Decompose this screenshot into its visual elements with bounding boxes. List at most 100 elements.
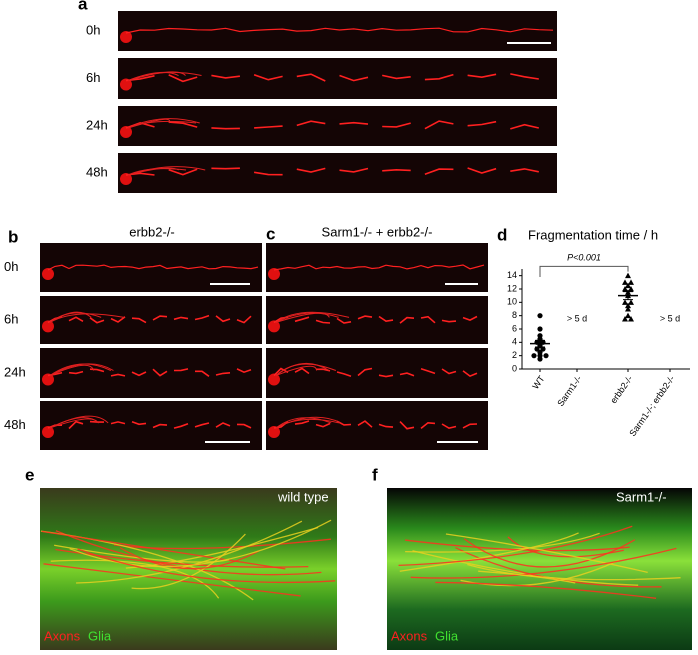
micrograph	[118, 58, 557, 99]
axon-fiber	[399, 532, 579, 572]
micrograph	[118, 153, 557, 193]
cell-body	[120, 126, 132, 138]
cell-body	[268, 425, 280, 438]
point	[531, 353, 537, 359]
y-tick-label: 8	[512, 310, 517, 320]
error-bar	[623, 291, 633, 301]
axon	[273, 264, 485, 271]
neurite	[127, 120, 196, 129]
point	[628, 279, 634, 285]
axon	[47, 264, 259, 271]
legend-axons: Axons	[44, 628, 81, 643]
neurite	[275, 365, 318, 376]
neurite	[127, 167, 179, 176]
panel-label: a	[78, 0, 88, 13]
y-tick-label: 10	[507, 297, 517, 307]
neurite	[49, 418, 99, 429]
neurite	[127, 71, 179, 82]
time-label: 24h	[4, 364, 26, 379]
chart-title: Fragmentation time / h	[528, 227, 658, 242]
point	[625, 312, 631, 319]
time-label: 0h	[86, 22, 100, 37]
cell-body	[120, 173, 132, 185]
panel-label: b	[8, 227, 18, 246]
axon-fiber	[463, 538, 636, 568]
time-label: 0h	[4, 259, 18, 274]
axon-fiber	[113, 538, 331, 550]
micrograph	[118, 106, 557, 146]
x-tick-label: WT	[530, 373, 547, 391]
axon-fiber	[55, 548, 309, 568]
panel-label: c	[266, 224, 275, 243]
point	[628, 286, 634, 292]
significance-bracket	[539, 265, 629, 277]
axon	[125, 27, 554, 34]
error-bar	[535, 339, 545, 348]
time-label: 48h	[86, 164, 108, 179]
point	[625, 306, 631, 312]
neurite	[49, 312, 102, 323]
cell-body	[42, 320, 54, 333]
x-tick-label: erbb2-/-	[608, 374, 634, 406]
point	[628, 316, 634, 322]
neurite	[49, 364, 95, 376]
axon-fiber	[405, 532, 600, 553]
point	[534, 346, 540, 352]
cell-body	[120, 78, 132, 91]
panel-label: d	[497, 225, 507, 244]
point	[543, 353, 549, 359]
cell-body	[42, 373, 54, 386]
cell-body	[268, 320, 280, 333]
significance-label: P<0.001	[567, 253, 601, 263]
time-label: 6h	[86, 70, 100, 85]
y-tick-label: 4	[512, 337, 517, 347]
time-label: 48h	[4, 417, 26, 432]
cell-body	[120, 31, 132, 43]
note: > 5 d	[567, 313, 587, 323]
axon-fiber	[77, 548, 336, 584]
point	[622, 286, 628, 292]
cell-body	[268, 267, 280, 280]
y-tick-label: 6	[512, 323, 517, 333]
axon-fiber	[467, 563, 681, 581]
axon-fiber	[410, 547, 677, 579]
cell-body	[42, 267, 54, 280]
point	[540, 346, 546, 352]
point	[622, 299, 628, 305]
micrograph	[266, 296, 488, 344]
point	[622, 279, 628, 285]
micrograph	[387, 488, 692, 650]
axon-fiber	[445, 533, 648, 574]
point	[537, 326, 543, 332]
cell-body	[268, 373, 280, 386]
point	[628, 299, 634, 305]
y-tick-label: 14	[507, 270, 517, 280]
x-tick-label: Sarm1-/-; erbb2-/-	[627, 374, 676, 438]
axon-fiber	[131, 533, 246, 590]
y-tick-label: 0	[512, 363, 517, 373]
point	[537, 356, 543, 362]
x-tick-label: Sarm1-/-	[555, 374, 583, 408]
axon-fiber	[69, 519, 332, 568]
axon-fiber	[119, 547, 260, 570]
legend-glia: Glia	[435, 628, 459, 643]
point	[625, 282, 631, 289]
panel-title: erbb2-/-	[129, 224, 175, 239]
y-tick-label: 2	[512, 350, 517, 360]
point	[622, 316, 628, 322]
panel-title: Sarm1-/- + erbb2-/-	[322, 224, 433, 239]
caption: wild type	[277, 489, 329, 504]
micrograph	[118, 11, 557, 51]
axon-fiber	[405, 539, 630, 552]
neurite	[275, 311, 350, 323]
note: > 5 d	[660, 313, 680, 323]
neurite	[49, 313, 125, 323]
panel-label: e	[25, 465, 34, 484]
legend-glia: Glia	[88, 628, 112, 643]
time-label: 6h	[4, 311, 18, 326]
axon-fiber	[398, 525, 633, 567]
cell-body	[42, 425, 54, 438]
point	[625, 272, 631, 279]
axon-fiber	[125, 526, 319, 569]
